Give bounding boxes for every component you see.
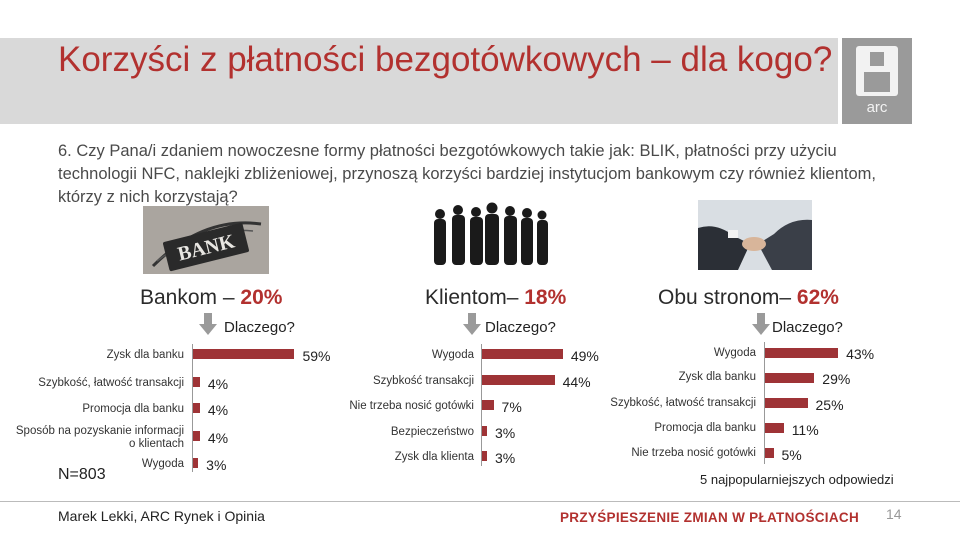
value-label: 29% bbox=[822, 371, 851, 387]
value-label: 4% bbox=[207, 402, 229, 418]
bank-sign-photo: BANK bbox=[143, 206, 269, 274]
bar bbox=[193, 403, 200, 413]
value-label: 5% bbox=[781, 447, 802, 463]
category-label: Wygoda bbox=[431, 349, 474, 361]
group-label-both: Obu stronom– bbox=[658, 286, 792, 309]
group-label-banks: Bankom – bbox=[140, 286, 235, 309]
bar bbox=[765, 398, 808, 408]
bar bbox=[193, 431, 200, 441]
value-label: 4% bbox=[207, 430, 229, 446]
value-label: 7% bbox=[501, 399, 522, 415]
why-label-banks: Dlaczego? bbox=[224, 319, 295, 336]
bar bbox=[765, 373, 815, 383]
group-head-clients: Klientom– 18% bbox=[425, 286, 566, 310]
arc-logo: arc bbox=[842, 38, 912, 124]
bar bbox=[482, 400, 494, 410]
top-answers-note: 5 najpopularniejszych odpowiedzi bbox=[700, 472, 894, 487]
bar bbox=[765, 423, 784, 433]
bar bbox=[482, 426, 487, 436]
group-value-clients: 18% bbox=[524, 286, 567, 309]
group-value-banks: 20% bbox=[240, 286, 283, 309]
category-label: Zysk dla klienta bbox=[394, 451, 474, 463]
bar bbox=[765, 348, 839, 358]
why-label-both: Dlaczego? bbox=[772, 319, 843, 336]
category-label: Sposób na pozyskanie informacji o klient… bbox=[15, 425, 184, 450]
bar bbox=[193, 458, 199, 468]
category-label: Szybkość, łatwość transakcji bbox=[38, 377, 184, 389]
group-value-both: 62% bbox=[796, 286, 839, 309]
bar bbox=[482, 451, 487, 461]
group-head-banks: Bankom – 20% bbox=[140, 286, 282, 310]
category-label: Wygoda bbox=[713, 347, 756, 359]
author-credit: Marek Lekki, ARC Rynek i Opinia bbox=[58, 508, 265, 524]
bar bbox=[482, 349, 563, 359]
axis-line-clients bbox=[481, 344, 482, 466]
category-label: Zysk dla banku bbox=[106, 349, 184, 361]
category-label: Bezpieczeństwo bbox=[390, 426, 474, 438]
bar bbox=[193, 377, 200, 387]
value-label: 3% bbox=[495, 450, 516, 466]
value-label: 3% bbox=[206, 457, 227, 473]
down-arrow-icon bbox=[463, 313, 481, 335]
axis-line-banks bbox=[192, 344, 193, 472]
down-arrow-icon bbox=[752, 313, 770, 335]
value-label: 43% bbox=[846, 346, 875, 362]
footer-divider bbox=[0, 501, 960, 502]
value-label: 11% bbox=[791, 422, 819, 438]
axis-line-both bbox=[764, 342, 765, 464]
bar bbox=[193, 349, 295, 359]
value-label: 49% bbox=[570, 348, 599, 364]
category-label: Zysk dla banku bbox=[678, 371, 756, 383]
category-label: Szybkość transakcji bbox=[373, 375, 474, 387]
category-label: Nie trzeba nosić gotówki bbox=[631, 447, 756, 459]
value-label: 59% bbox=[302, 348, 331, 364]
category-label: Szybkość, łatwość transakcji bbox=[610, 397, 756, 409]
bar bbox=[765, 448, 774, 458]
category-label: Promocja dla banku bbox=[654, 422, 756, 434]
slide-title: Korzyści z płatności bezgotówkowych – dl… bbox=[58, 40, 833, 79]
down-arrow-icon bbox=[199, 313, 217, 335]
people-silhouettes-photo bbox=[428, 200, 552, 266]
group-label-clients: Klientom– bbox=[425, 286, 519, 309]
handshake-photo bbox=[698, 200, 812, 270]
bar bbox=[482, 375, 555, 385]
value-label: 44% bbox=[562, 374, 591, 390]
category-label: Promocja dla banku bbox=[82, 403, 184, 415]
value-label: 4% bbox=[207, 376, 229, 392]
why-label-clients: Dlaczego? bbox=[485, 319, 556, 336]
value-label: 3% bbox=[495, 425, 516, 441]
footer-slogan: PRZYŚPIESZENIE ZMIAN W PŁATNOŚCIACH bbox=[560, 510, 860, 525]
category-label: Wygoda bbox=[141, 458, 184, 470]
sample-size: N=803 bbox=[58, 466, 106, 483]
value-label: 25% bbox=[815, 397, 844, 413]
logo-text: arc bbox=[867, 99, 888, 116]
title-band bbox=[0, 38, 838, 124]
group-head-both: Obu stronom– 62% bbox=[658, 286, 839, 310]
category-label: Nie trzeba nosić gotówki bbox=[349, 400, 474, 412]
page-number: 14 bbox=[886, 506, 902, 522]
question-text: 6. Czy Pana/i zdaniem nowoczesne formy p… bbox=[58, 142, 876, 206]
